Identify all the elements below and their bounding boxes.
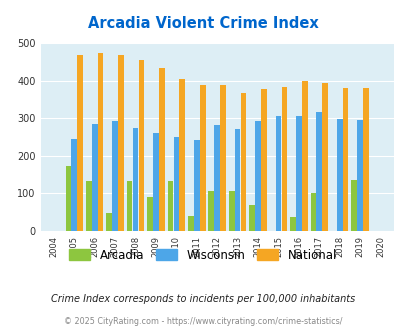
Bar bbox=[86, 182, 92, 231]
Bar bbox=[106, 213, 112, 231]
Text: Crime Index corresponds to incidents per 100,000 inhabitants: Crime Index corresponds to incidents per… bbox=[51, 294, 354, 304]
Legend: Arcadia, Wisconsin, National: Arcadia, Wisconsin, National bbox=[64, 244, 341, 266]
Bar bbox=[322, 83, 327, 231]
Bar bbox=[310, 193, 315, 231]
Bar bbox=[112, 121, 118, 231]
Bar bbox=[132, 128, 138, 231]
Bar bbox=[98, 53, 103, 231]
Bar bbox=[208, 191, 213, 231]
Bar bbox=[188, 216, 193, 231]
Bar bbox=[228, 191, 234, 231]
Bar bbox=[240, 92, 246, 231]
Bar bbox=[342, 88, 347, 231]
Bar bbox=[65, 166, 71, 231]
Bar bbox=[126, 182, 132, 231]
Bar bbox=[350, 180, 356, 231]
Text: Arcadia Violent Crime Index: Arcadia Violent Crime Index bbox=[87, 16, 318, 31]
Bar bbox=[77, 54, 83, 231]
Bar bbox=[138, 60, 144, 231]
Bar bbox=[362, 88, 368, 231]
Bar bbox=[295, 116, 301, 231]
Bar bbox=[275, 116, 281, 231]
Bar bbox=[220, 85, 226, 231]
Bar bbox=[118, 55, 124, 231]
Bar bbox=[301, 81, 307, 231]
Bar bbox=[71, 139, 77, 231]
Bar bbox=[194, 140, 199, 231]
Bar bbox=[153, 133, 158, 231]
Bar bbox=[281, 87, 286, 231]
Bar bbox=[159, 69, 164, 231]
Bar bbox=[260, 89, 266, 231]
Bar bbox=[167, 182, 173, 231]
Bar bbox=[249, 205, 254, 231]
Bar bbox=[173, 137, 179, 231]
Bar bbox=[147, 197, 153, 231]
Bar bbox=[315, 112, 321, 231]
Bar bbox=[199, 85, 205, 231]
Bar bbox=[179, 79, 185, 231]
Bar bbox=[290, 217, 295, 231]
Bar bbox=[92, 124, 97, 231]
Bar bbox=[255, 121, 260, 231]
Bar bbox=[214, 125, 220, 231]
Text: © 2025 CityRating.com - https://www.cityrating.com/crime-statistics/: © 2025 CityRating.com - https://www.city… bbox=[64, 317, 341, 326]
Bar bbox=[234, 129, 240, 231]
Bar bbox=[356, 120, 362, 231]
Bar bbox=[336, 118, 342, 231]
